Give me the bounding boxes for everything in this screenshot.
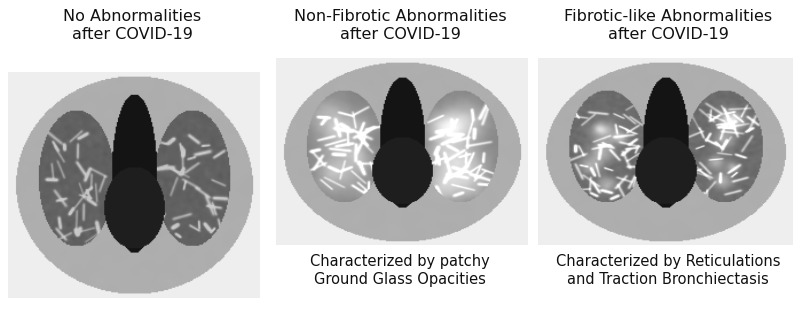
Text: Non-Fibrotic Abnormalities
after COVID-19: Non-Fibrotic Abnormalities after COVID-1… (294, 9, 506, 42)
Text: Characterized by patchy
Ground Glass Opacities: Characterized by patchy Ground Glass Opa… (310, 254, 490, 287)
Text: Characterized by Reticulations
and Traction Bronchiectasis: Characterized by Reticulations and Tract… (556, 254, 780, 287)
Text: Fibrotic-like Abnormalities
after COVID-19: Fibrotic-like Abnormalities after COVID-… (564, 9, 772, 42)
Text: No Abnormalities
after COVID-19: No Abnormalities after COVID-19 (63, 9, 201, 42)
